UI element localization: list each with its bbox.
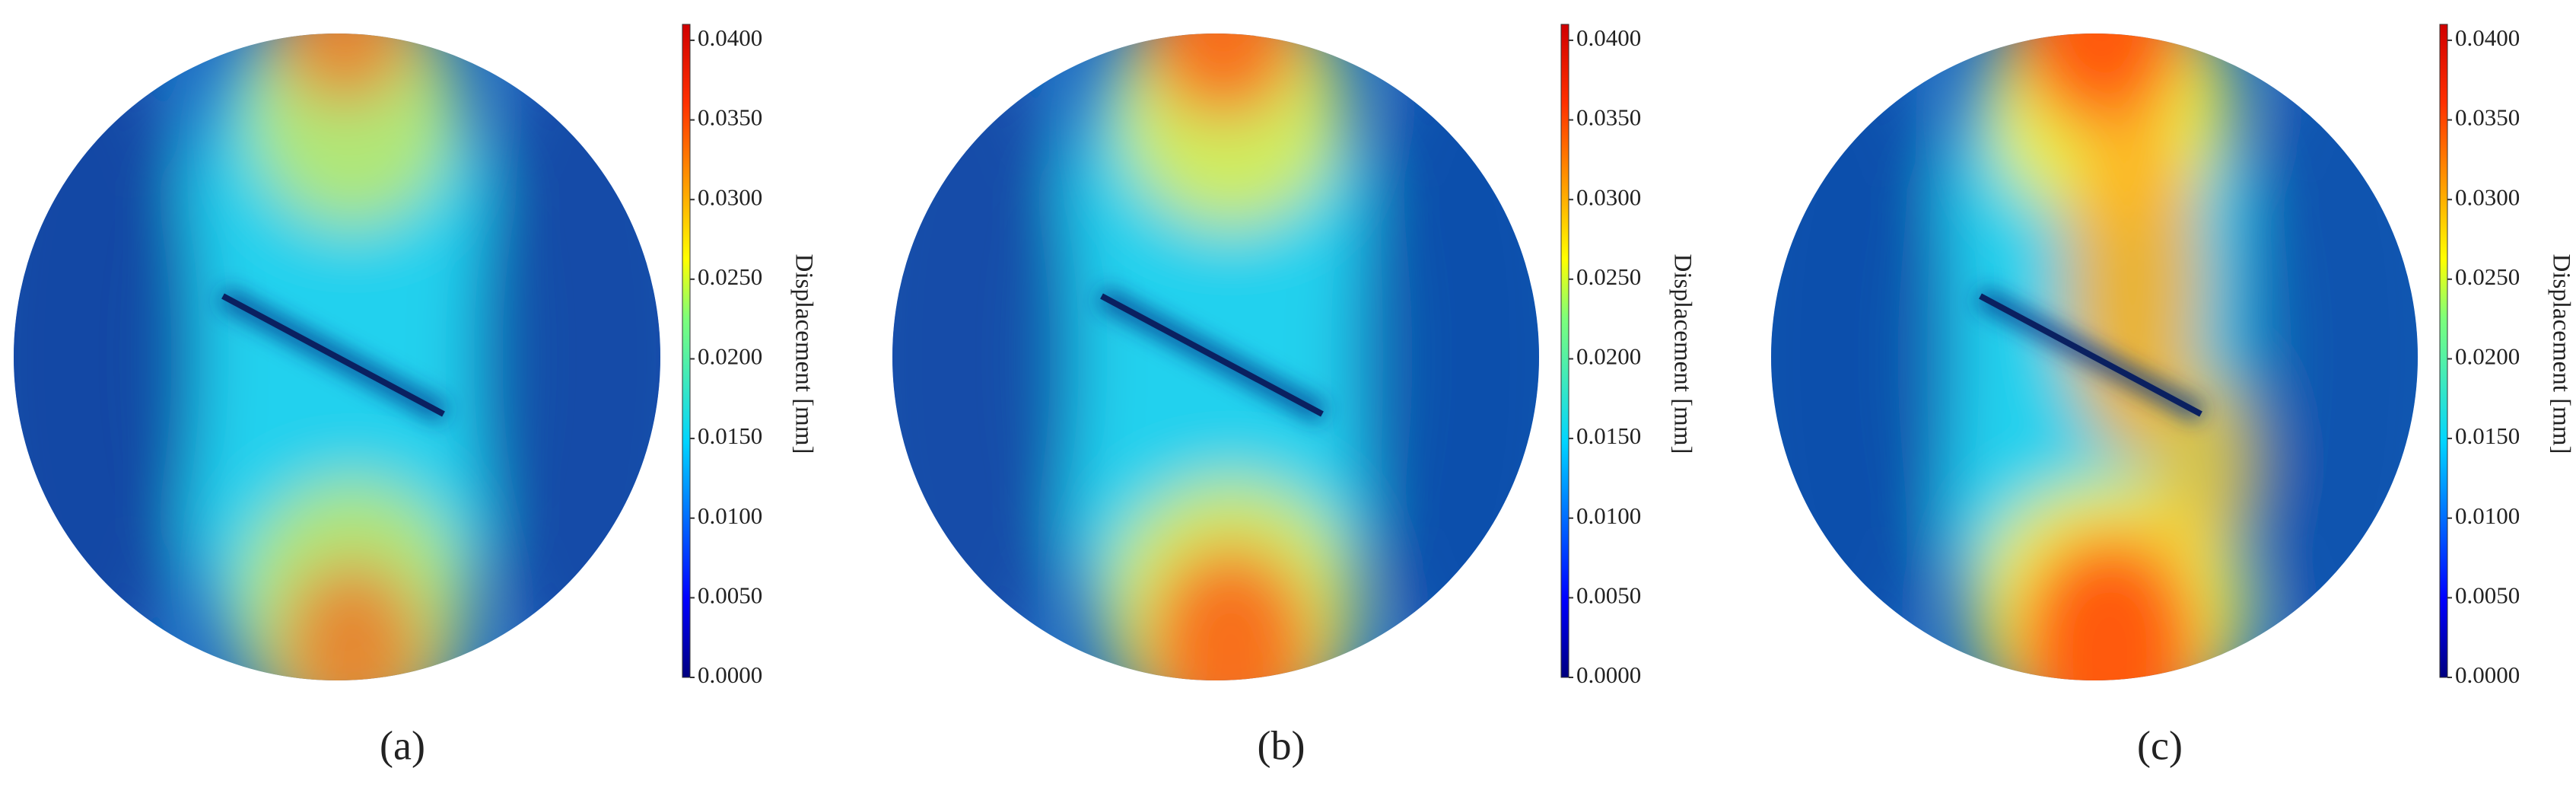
- colorbar-tick-label: 0.0300: [1576, 183, 1641, 210]
- colorbar-tick-label: 0.0050: [2455, 581, 2520, 608]
- panel: 0.0000 0.0050 0.0100 0.0150 0.0200 0.0250 0.03…: [1771, 24, 2574, 768]
- colorbar-tick-label: 0.0000: [2455, 661, 2520, 688]
- colorbar-tick-label: 0.0000: [698, 661, 762, 688]
- colorbar-tick-label: 0.0100: [698, 502, 762, 529]
- colorbar-tick-label: 0.0400: [2455, 24, 2520, 51]
- colorbar: [2439, 24, 2448, 678]
- displacement-map: [1771, 33, 2418, 680]
- colorbar-tick-label: 0.0150: [1576, 422, 1641, 449]
- colorbar-tick-label: 0.0150: [2455, 422, 2520, 449]
- colorbar-tick-label: 0.0050: [698, 581, 762, 608]
- displacement-map: [14, 33, 660, 680]
- colorbar-title: Displacement [mm]: [790, 253, 817, 454]
- colorbar-tick-label: 0.0300: [698, 183, 762, 210]
- colorbar-tick-label: 0.0400: [698, 24, 762, 51]
- colorbar-tick-label: 0.0200: [698, 343, 762, 370]
- colorbar: [1560, 24, 1569, 678]
- panel-label: (a): [380, 722, 425, 768]
- colorbar-tick-label: 0.0350: [2455, 104, 2520, 131]
- panel-label: (b): [1258, 722, 1305, 768]
- colorbar-tick-label: 0.0350: [698, 104, 762, 131]
- colorbar-title: Displacement [mm]: [1668, 253, 1696, 454]
- displacement-map: [892, 33, 1539, 680]
- colorbar-tick-label: 0.0250: [2455, 263, 2520, 290]
- panel: 0.0000 0.0050 0.0100 0.0150 0.0200 0.0250 0.03…: [14, 24, 817, 768]
- colorbar-tick-label: 0.0250: [698, 263, 762, 290]
- colorbar-tick-label: 0.0100: [2455, 502, 2520, 529]
- panel-label: (c): [2137, 722, 2183, 768]
- colorbar-tick-label: 0.0200: [1576, 343, 1641, 370]
- colorbar-tick-label: 0.0050: [1576, 581, 1641, 608]
- colorbar-tick-label: 0.0150: [698, 422, 762, 449]
- colorbar-tick-label: 0.0300: [2455, 183, 2520, 210]
- colorbar-tick-label: 0.0000: [1576, 661, 1641, 688]
- colorbar-tick-label: 0.0350: [1576, 104, 1641, 131]
- colorbar-title: Displacement [mm]: [2547, 253, 2574, 454]
- colorbar-tick-label: 0.0400: [1576, 24, 1641, 51]
- panel: 0.0000 0.0050 0.0100 0.0150 0.0200 0.0250 0.03…: [892, 24, 1696, 768]
- colorbar-tick-label: 0.0200: [2455, 343, 2520, 370]
- colorbar: [682, 24, 691, 678]
- colorbar-tick-label: 0.0100: [1576, 502, 1641, 529]
- colorbar-tick-label: 0.0250: [1576, 263, 1641, 290]
